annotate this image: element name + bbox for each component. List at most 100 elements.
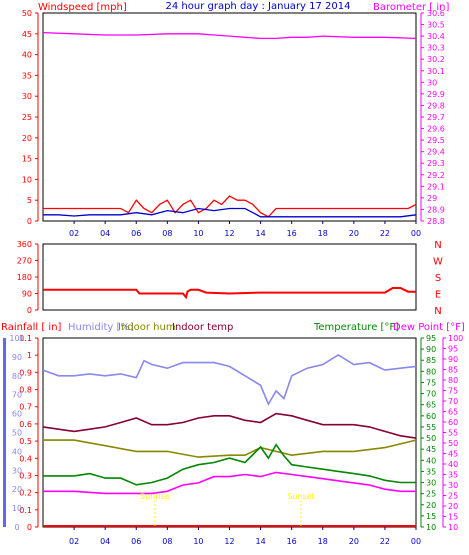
humidity-tick-label: 60 [12, 410, 22, 419]
rainfall-tick-label: 0.4 [19, 454, 32, 463]
humidity-axis-bar [3, 338, 6, 527]
barometer-tick-label: 29.9 [427, 90, 445, 99]
legend-indoor-hum: Indoor hum [118, 322, 176, 333]
bottom-x-tick-label: 16 [287, 537, 297, 546]
temperature-axis-label: Temperature [°F] [313, 322, 399, 333]
rainfall-tick-label: 1.1 [19, 334, 32, 343]
compass-label: S [435, 273, 441, 284]
dewpoint-tick-label: 20 [448, 502, 458, 511]
rainfall-tick-label: 1 [27, 351, 32, 360]
dewpoint-tick-label: 10 [448, 523, 458, 532]
direction-tick-label: 360 [17, 240, 32, 249]
bottom-x-tick-label: 20 [349, 537, 359, 546]
humidity-tick-label: 10 [12, 504, 22, 513]
rainfall-axis-label: Rainfall [ in] [1, 322, 62, 333]
legend-indoor-temp: Indoor temp [172, 322, 233, 333]
temperature-tick-label: 20 [426, 501, 436, 510]
series-direction-line [43, 287, 416, 300]
series-indoor_temp-line [42, 412, 417, 439]
bottom-x-tick-label: 10 [193, 537, 203, 546]
wind-x-tick-label: 18 [318, 229, 328, 238]
wind-barometer-panel: 0 5 10 15 20 25 30 35 40 45 50 28.8 28.9 29 29.1 29.2 29… [22, 9, 445, 238]
bottom-plot-frame [42, 337, 417, 528]
rainfall-tick-label: 0 [27, 523, 32, 532]
bottom-x-tick-label: 00 [411, 537, 421, 546]
dewpoint-tick-label: 60 [448, 418, 458, 427]
bottom-x-tick-label: 14 [255, 537, 265, 546]
barometer-tick-label: 30.4 [427, 32, 445, 41]
direction-plot-frame [42, 243, 417, 311]
barometer-tick-label: 28.8 [427, 217, 445, 226]
temperature-tick-label: 95 [426, 334, 436, 343]
bottom-x-tick-label: 08 [162, 537, 172, 546]
rainfall-tick-label: 0.3 [19, 471, 32, 480]
wind-x-tick-label: 00 [411, 229, 421, 238]
barometer-axis-label: Barometer [ in] [373, 2, 449, 13]
windspeed-tick-label: 20 [22, 134, 32, 143]
humidity-tick-label: 40 [12, 447, 22, 456]
dewpoint-tick-label: 65 [448, 408, 458, 417]
dewpoint-tick-label: 50 [448, 439, 458, 448]
barometer-tick-label: 29.1 [427, 182, 445, 191]
rainfall-tick-label: 0.6 [19, 420, 32, 429]
dewpoint-tick-label: 35 [448, 471, 458, 480]
humidity-tick-label: 0 [14, 523, 19, 532]
temperature-tick-label: 35 [426, 467, 436, 476]
direction-tick-label: 180 [17, 273, 32, 282]
windspeed-tick-label: 30 [22, 92, 32, 101]
temperature-tick-label: 60 [426, 412, 436, 421]
barometer-tick-label: 28.9 [427, 205, 445, 214]
bottom-x-tick-label: 18 [318, 537, 328, 546]
direction-tick-label: 270 [17, 257, 32, 266]
humidity-tick-label: 50 [12, 429, 22, 438]
legend-humidity: Humidity [%] [68, 322, 134, 333]
windspeed-tick-label: 40 [22, 51, 32, 60]
annotation-label: Sunrise [140, 492, 170, 501]
temperature-humidity-panel: 00.10.20.30.40.50.60.70.80.911.101020304… [3, 334, 463, 546]
dewpoint-tick-label: 100 [448, 334, 463, 343]
barometer-tick-label: 29.3 [427, 159, 445, 168]
series-windspeed-line [43, 195, 417, 218]
dewpoint-tick-label: 40 [448, 460, 458, 469]
barometer-tick-label: 29.6 [427, 125, 445, 134]
temperature-tick-label: 10 [426, 523, 436, 532]
temperature-tick-label: 75 [426, 378, 436, 387]
barometer-tick-label: 30.5 [427, 21, 445, 30]
series-temperature-line [43, 443, 416, 486]
dewpoint-axis-label: Dew Point [°F] [393, 322, 465, 333]
windspeed-tick-label: 25 [22, 113, 32, 122]
wind-x-tick-label: 12 [224, 229, 234, 238]
bottom-x-tick-label: 12 [224, 537, 234, 546]
wind-x-tick-label: 06 [131, 229, 141, 238]
windspeed-axis-label: Windspeed [mph] [38, 2, 127, 13]
compass-label: E [435, 290, 441, 301]
humidity-tick-label: 20 [12, 485, 22, 494]
wind-plot-frame [42, 12, 417, 222]
rainfall-tick-label: 0.5 [19, 437, 32, 446]
barometer-tick-label: 30 [427, 78, 437, 87]
series-barometer-line [42, 31, 417, 40]
humidity-tick-label: 80 [12, 372, 22, 381]
humidity-tick-label: 100 [9, 334, 24, 343]
chart-title: 24 hour graph day : January 17 2014 [166, 1, 351, 12]
rainfall-tick-label: 0.9 [19, 368, 32, 377]
humidity-tick-label: 90 [12, 353, 22, 362]
windspeed-tick-label: 10 [22, 175, 32, 184]
barometer-tick-label: 30.3 [427, 44, 445, 53]
windspeed-tick-label: 45 [22, 30, 32, 39]
rainfall-tick-label: 0.8 [19, 386, 32, 395]
compass-label: N [434, 240, 441, 251]
direction-tick-label: 90 [22, 290, 32, 299]
temperature-tick-label: 45 [426, 445, 436, 454]
barometer-tick-label: 29.8 [427, 101, 445, 110]
windspeed-tick-label: 50 [22, 9, 32, 18]
temperature-tick-label: 80 [426, 367, 436, 376]
bottom-x-tick-label: 22 [380, 537, 390, 546]
barometer-tick-label: 29 [427, 194, 437, 203]
dewpoint-tick-label: 25 [448, 492, 458, 501]
rainfall-tick-label: 0.1 [19, 506, 32, 515]
rainfall-tick-label: 0.2 [19, 489, 32, 498]
